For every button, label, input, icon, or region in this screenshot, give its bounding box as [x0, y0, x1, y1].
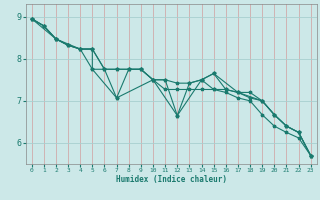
X-axis label: Humidex (Indice chaleur): Humidex (Indice chaleur): [116, 175, 227, 184]
